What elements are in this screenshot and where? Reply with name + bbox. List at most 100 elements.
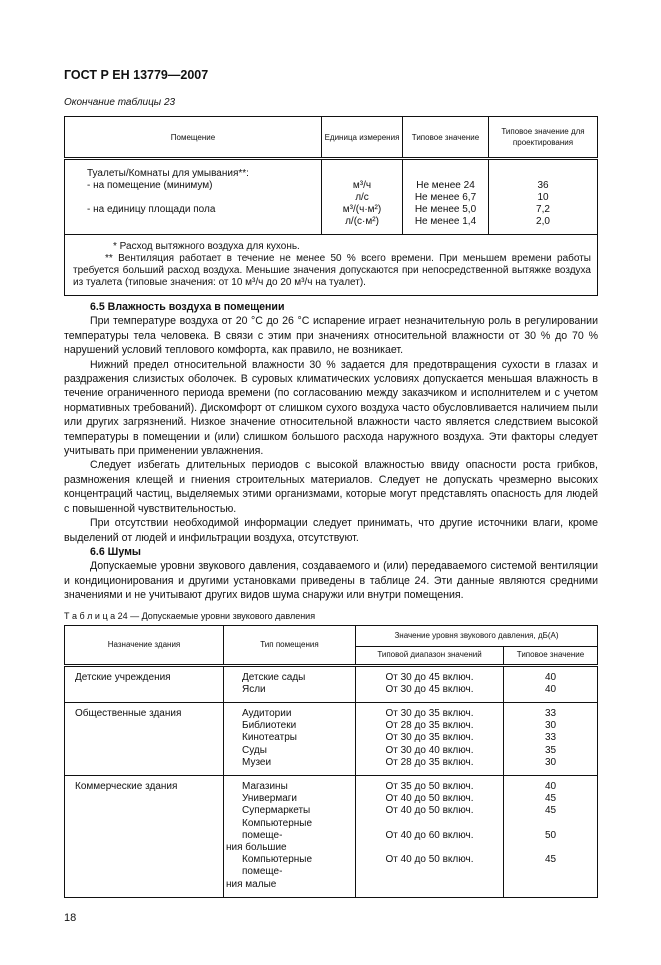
typical-value: 30 [544,720,557,732]
building-name: Детские учреждения [75,671,171,683]
page-number: 18 [64,911,77,924]
typical-value: 30 [544,756,557,768]
cell-value: Не менее 1,4 [414,216,477,227]
cell-value: л/(с·м²) [345,216,379,227]
room-name: Ясли [242,683,266,695]
paragraph: Нижний предел относительной влажности 30… [64,358,598,458]
section-title: 6.5 Влажность воздуха в помещении [90,301,285,313]
range-value: От 30 до 35 включ. [385,732,474,744]
range-value: От 30 до 35 включ. [385,707,474,719]
table-row: Туалеты/Комнаты для умывания**: - на поме… [65,158,598,235]
typical-value: 33 [544,707,557,719]
range-value: От 28 до 35 включ. [385,720,474,732]
paragraph: Допускаемые уровни звукового давления, с… [64,560,598,602]
range-value: От 40 до 50 включ. [385,793,474,805]
col-header: Назначение здания [64,625,224,667]
note: * Расход вытяжного воздуха для кухонь. [113,241,300,252]
room-cell: Туалеты/Комнаты для умывания**: - на поме… [65,159,322,235]
cell-value: м³/ч [352,180,372,191]
range-cell: От 35 до 50 включ. От 40 до 50 включ. От 4… [355,774,504,898]
typical-value: 33 [544,732,557,744]
room-name: ния малые [226,878,277,890]
design-cell: 36 10 7,2 2,0 [488,158,598,235]
range-value [356,842,503,854]
col-header: Единица измерения [321,116,403,160]
range-value: От 30 до 45 включ. [385,671,474,683]
note: ** Вентиляция работает в течение не мене… [73,253,591,288]
building-name: Общественные здания [75,707,182,719]
room-name: Музеи [242,756,272,768]
room-cell: Аудитории Библиотеки Кинотеатры Суды Музеи [223,701,356,776]
value-cell: 33 30 33 35 30 [503,701,598,776]
building-cell: Общественные здания [64,701,224,776]
col-header: Помещение [64,116,322,160]
cell-value: Не менее 24 [416,180,475,191]
table23-caption: Окончание таблицы 23 [64,97,176,108]
range-value: От 35 до 50 включ. [385,780,474,792]
table-row: Коммерческие здания Магазины Универмаги Суп… [64,774,598,898]
cell-value: л/с [355,192,369,203]
typical-value: 45 [544,793,557,805]
room-name: Библиотеки [242,720,297,732]
typical-value: 50 [544,829,557,841]
section-6-5: 6.5 Влажность воздуха в помещении При те… [64,300,598,603]
cell-line [87,192,321,204]
typical-value: 45 [544,854,557,866]
room-cell: Детские сады Ясли [223,665,356,703]
col-header: Типовое значение [503,646,598,667]
cell-value: 10 [537,192,549,203]
typical-value [504,842,597,854]
cell-value: м³/(ч·м²) [342,204,382,215]
cell-line: Туалеты/Комнаты для умывания**: [87,168,249,179]
room-name: Аудитории [242,707,292,719]
col-header: Типовой диапазон значений [355,646,504,667]
cell-value: 2,0 [536,216,550,227]
room-name: Компьютерные помеще- [242,817,313,841]
cell-value: 7,2 [536,204,550,215]
section-title: 6.6 Шумы [90,545,141,558]
table-row: Детские учреждения Детские сады Ясли От 30 … [65,665,598,703]
typical-value: 40 [544,780,557,792]
typical-value [504,818,597,830]
col-header: Тип помещения [223,625,356,667]
range-value [356,818,503,830]
room-name: ния большие [226,841,287,853]
typical-value: 45 [544,805,557,817]
room-name: Компьютерные помеще- [242,854,313,878]
range-value: От 28 до 35 включ. [385,756,474,768]
range-value: От 40 до 60 включ. [385,829,474,841]
paragraph: При температуре воздуха от 20 °С до 26 °… [64,315,598,357]
cell-value: Не менее 6,7 [414,192,477,203]
table-notes: * Расход вытяжного воздуха для кухонь. *… [64,234,598,296]
typical-value: 40 [544,683,557,695]
unit-cell: м³/ч л/с м³/(ч·м²) л/(с·м²) [321,158,403,235]
value-cell: 40 40 [503,665,598,703]
room-cell: Магазины Универмаги Супермаркеты Компьютерн… [223,774,356,898]
cell-value: 36 [537,180,549,191]
room-name: Суды [242,744,267,756]
typical-cell: Не менее 24 Не менее 6,7 Не менее 5,0 Не ме… [402,158,489,235]
room-name: Детские сады [242,671,306,683]
range-value: От 40 до 50 включ. [385,805,474,817]
document-header: ГОСТ Р ЕН 13779—2007 [64,68,209,82]
room-name: Супермаркеты [242,805,311,817]
col-header: Типовое значение для проектирования [488,116,598,160]
room-name: Кинотеатры [242,732,297,744]
cell-value: Не менее 5,0 [414,204,477,215]
building-cell: Детские учреждения [65,665,224,702]
value-cell: 40 45 45 50 45 [503,774,598,898]
room-name: Магазины [242,780,288,792]
typical-value: 35 [544,744,557,756]
col-header: Типовое значение [402,116,489,160]
table-row: Общественные здания Аудитории Библиотеки Ки… [64,701,598,776]
building-name: Коммерческие здания [75,780,178,792]
typical-value: 40 [544,671,557,683]
range-cell: От 30 до 45 включ. От 30 до 45 включ. [355,665,504,703]
range-value: От 30 до 40 включ. [385,744,474,756]
paragraph: При отсутствии необходимой информации сл… [64,517,598,544]
room-name: Универмаги [242,793,298,805]
range-cell: От 30 до 35 включ. От 28 до 35 включ. От 3… [355,701,504,776]
range-value: От 30 до 45 включ. [385,683,474,695]
col-header: Значение уровня звукового давления, дБ(А… [355,625,598,647]
